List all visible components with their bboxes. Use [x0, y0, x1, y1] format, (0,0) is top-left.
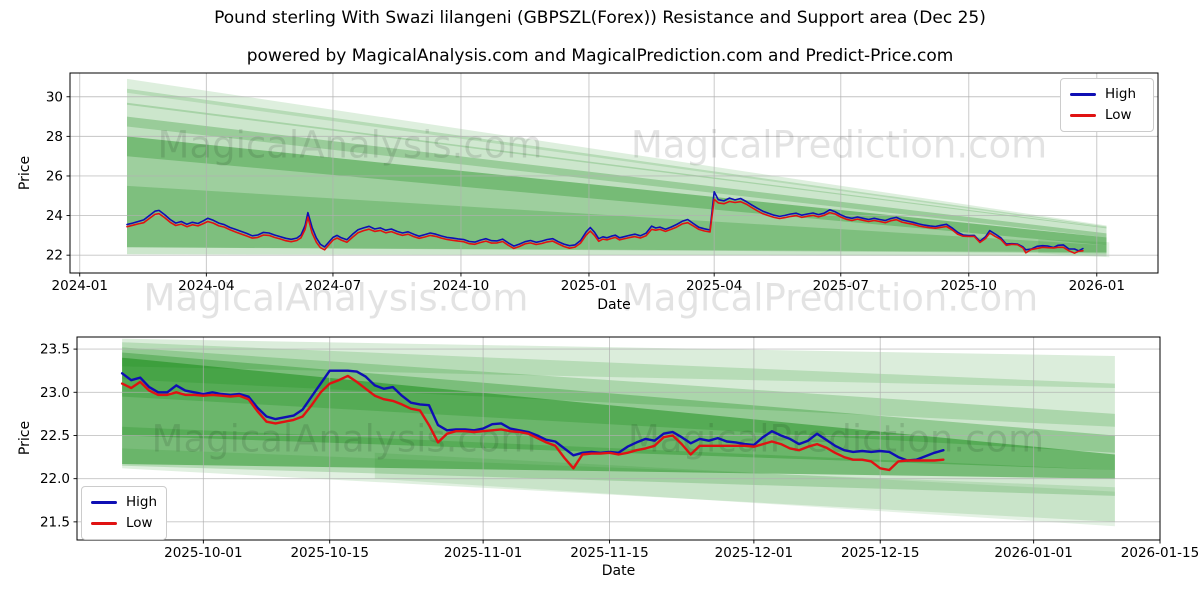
bottom-chart-x-tick-label: 2025-11-01: [444, 545, 522, 561]
support-resistance-band: [122, 448, 1115, 522]
bottom-chart-x-tick-label: 2025-10-15: [290, 545, 368, 561]
support-resistance-band: [127, 136, 1107, 253]
support-resistance-band: [122, 342, 1115, 427]
top-chart-legend: High Low: [1060, 78, 1154, 132]
bottom-chart-x-tick-label: 2025-12-01: [715, 545, 793, 561]
figure-subtitle: powered by MagicalAnalysis.com and Magic…: [246, 46, 954, 66]
top-chart-x-tick-label: 2024-10: [433, 278, 489, 294]
support-resistance-band: [127, 185, 1107, 254]
support-resistance-band: [122, 338, 1115, 388]
top-chart-x-tick-label: 2024-07: [305, 278, 361, 294]
top-chart-low-line: [126, 198, 1084, 254]
legend-item-high: High: [1070, 84, 1144, 105]
bottom-chart-legend: High Low: [81, 486, 167, 540]
bottom-chart-grid: [77, 337, 1161, 540]
top-chart-bands: [127, 78, 1110, 258]
support-resistance-band: [127, 78, 1107, 228]
legend-item-low: Low: [91, 513, 157, 534]
watermark-text: MagicalAnalysis.com: [152, 418, 537, 461]
support-resistance-band: [374, 452, 1115, 527]
support-resistance-band: [127, 247, 1107, 257]
bottom-chart-x-axis-label: Date: [601, 563, 636, 579]
top-chart-y-axis-label: Price: [17, 155, 33, 191]
legend-item-high: High: [91, 492, 157, 513]
bottom-chart-x-tick-label: 2026-01-01: [994, 545, 1072, 561]
legend-label-low: Low: [126, 514, 153, 531]
bottom-chart-y-tick-label: 22.0: [40, 471, 70, 487]
top-chart-y-tick-label: 30: [46, 89, 63, 105]
support-resistance-band: [122, 347, 1115, 453]
legend-item-low: Low: [1070, 105, 1144, 126]
legend-label-high: High: [1105, 85, 1137, 102]
top-chart-ticks: 2024-01 2024-04 2024-07 2024-10 2025-01 2025-…: [46, 89, 1125, 294]
low-line-sample: [91, 522, 117, 525]
support-resistance-band: [127, 116, 1107, 246]
bottom-chart-x-tick-label: 2025-12-15: [841, 545, 919, 561]
top-chart-x-tick-label: 2024-01: [52, 278, 108, 294]
bottom-chart-x-tick-label: 2025-11-15: [570, 545, 648, 561]
support-resistance-band: [122, 357, 1115, 479]
legend-label-high: High: [126, 493, 158, 510]
bottom-chart-ticks: 2025-10-01 2025-10-15 2025-11-01 2025-11-15…: [40, 342, 1199, 561]
top-chart-grid: [70, 73, 1158, 273]
bottom-chart-y-tick-label: 23.5: [40, 342, 70, 358]
top-chart-x-tick-label: 2024-04: [178, 278, 234, 294]
top-chart-y-tick-label: 26: [46, 168, 63, 184]
bottom-chart-y-tick-label: 23.0: [40, 385, 70, 401]
legend-label-low: Low: [1105, 106, 1132, 123]
watermark-text: MagicalAnalysis.com: [144, 277, 529, 320]
low-line-sample: [1070, 114, 1096, 117]
top-chart-high-line: [126, 191, 1084, 252]
bottom-chart-y-tick-label: 21.5: [40, 514, 70, 530]
top-chart-x-tick-label: 2025-07: [813, 278, 869, 294]
bottom-chart-y-axis-label: Price: [17, 420, 33, 456]
bottom-chart-low-line: [120, 374, 945, 472]
top-chart-x-axis-label: Date: [597, 297, 631, 313]
top-chart-x-tick-label: 2025-04: [686, 278, 742, 294]
top-chart-frame: [69, 72, 1159, 274]
high-line-sample: [91, 501, 117, 504]
high-line-sample: [1070, 93, 1096, 96]
bottom-chart-frame: [76, 336, 1161, 541]
top-chart-y-tick-label: 24: [46, 208, 63, 224]
bottom-chart-y-tick-label: 22.5: [40, 428, 70, 444]
top-chart-y-tick-label: 22: [46, 248, 63, 264]
top-chart-y-tick-label: 28: [46, 129, 63, 145]
bottom-chart-x-tick-label: 2025-10-01: [164, 545, 242, 561]
top-chart-x-tick-label: 2025-01: [561, 278, 617, 294]
watermark-text: MagicalPrediction.com: [631, 124, 1047, 167]
bottom-chart-high-line: [120, 369, 945, 462]
watermark-text: MagicalAnalysis.com: [158, 124, 543, 167]
top-chart-x-tick-label: 2026-01: [1069, 278, 1125, 294]
watermark-text: MagicalPrediction.com: [622, 277, 1038, 320]
bottom-chart-x-tick-label: 2026-01-15: [1121, 545, 1199, 561]
top-chart-x-tick-label: 2025-10: [941, 278, 997, 294]
figure-title: Pound sterling With Swazi lilangeni (GBP…: [214, 8, 986, 28]
support-resistance-band: [127, 88, 1107, 229]
